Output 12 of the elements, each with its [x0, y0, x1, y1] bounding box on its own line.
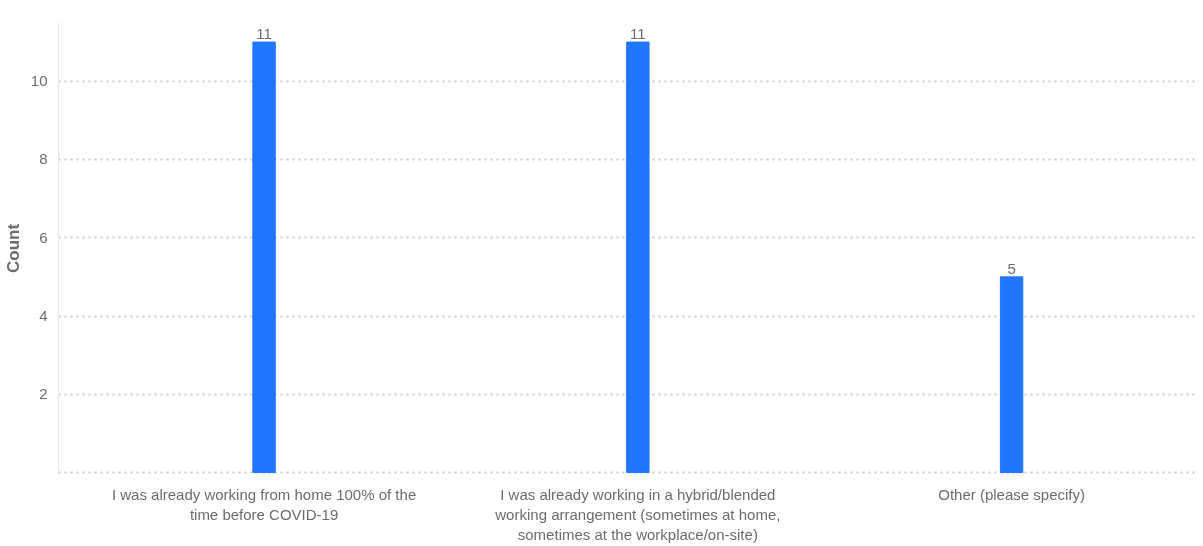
- y-tick-label: 4: [39, 307, 48, 325]
- y-tick-label: 10: [30, 72, 48, 90]
- x-tick-label: I was already working in a hybrid/blended working arrangement (sometimes at home, sometimes at the workplace/on-site): [494, 485, 781, 544]
- data-label: 5: [1007, 259, 1016, 277]
- x-tick-label: I was already working from home 100% of the time before COVID-19: [111, 485, 417, 523]
- y-tick-label: 6: [39, 228, 48, 246]
- y-axis-title: Count: [3, 223, 23, 274]
- y-tick-label: 8: [39, 150, 48, 168]
- x-tick-label: Other (please specify): [938, 485, 1085, 503]
- y-tick-label: 2: [39, 385, 48, 403]
- data-label: 11: [630, 25, 646, 43]
- data-label: 11: [256, 25, 272, 43]
